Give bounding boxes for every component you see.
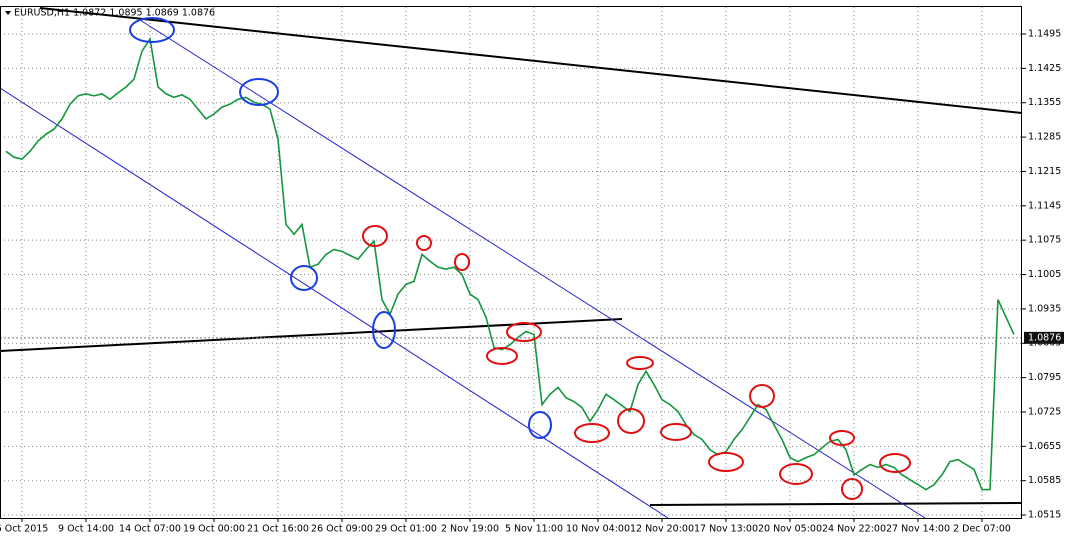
menu-arrow xyxy=(5,11,11,15)
trend-line xyxy=(649,502,1023,506)
y-tick-label: 1.1355 xyxy=(1028,97,1061,108)
ellipse xyxy=(879,453,911,473)
y-tick-label: 1.1425 xyxy=(1028,63,1061,74)
ellipse xyxy=(372,311,396,349)
x-tick-label: 10 Nov 04:00 xyxy=(566,524,630,535)
ellipse xyxy=(416,235,432,251)
x-tick-label: 20 Nov 05:00 xyxy=(758,524,822,535)
x-tick-label: 5 Nov 11:00 xyxy=(505,524,563,535)
y-tick-label: 1.0725 xyxy=(1028,406,1061,417)
ellipse xyxy=(506,322,542,342)
plot xyxy=(0,36,1022,491)
x-tick-label: 9 Oct 14:00 xyxy=(58,524,114,535)
y-tick-label: 1.0655 xyxy=(1028,441,1061,452)
x-tick-label: 14 Oct 07:00 xyxy=(119,524,181,535)
ellipse xyxy=(779,463,813,485)
y-tick-label: 1.1005 xyxy=(1028,269,1061,280)
x-tick-label: 27 Nov 14:00 xyxy=(886,524,950,535)
ellipse xyxy=(574,423,610,443)
current-price-label: 1.0876 xyxy=(1028,332,1061,343)
x-tick-label: 6 Oct 2015 xyxy=(0,524,48,535)
ellipse xyxy=(841,478,863,500)
price-line xyxy=(5,36,1015,491)
ellipses xyxy=(129,17,911,500)
trend-line xyxy=(39,7,1023,114)
ellipse xyxy=(617,408,645,434)
x-tick-label: 26 Oct 09:00 xyxy=(311,524,373,535)
ellipse xyxy=(362,225,388,247)
ellipse xyxy=(626,356,654,370)
y-tick-label: 1.0515 xyxy=(1028,510,1061,521)
y-tick-label: 1.0795 xyxy=(1028,372,1061,383)
y-tick-label: 1.0935 xyxy=(1028,303,1061,314)
ellipse xyxy=(129,17,175,43)
ellipse xyxy=(290,265,318,291)
y-tick-label: 1.1075 xyxy=(1028,235,1061,246)
ellipse xyxy=(749,384,775,408)
y-tick-label: 1.1285 xyxy=(1028,132,1061,143)
x-tick-label: 2 Nov 19:00 xyxy=(441,524,499,535)
x-tick-label: 12 Nov 20:00 xyxy=(630,524,694,535)
ellipse xyxy=(829,430,855,446)
axes: 1.1495 1.1425 1.1355 1.1285 1.1215 1.1145 1.10… xyxy=(0,28,1064,535)
plot-frame xyxy=(0,6,1022,519)
chart-title: EURUSD,H1 1.0872 1.0895 1.0869 1.0876 xyxy=(14,8,215,19)
x-tick-label: 17 Nov 13:00 xyxy=(694,524,758,535)
y-tick-label: 1.0585 xyxy=(1028,475,1061,486)
x-tick-label: 2 Dec 07:00 xyxy=(953,524,1011,535)
ellipse xyxy=(708,452,744,472)
ellipse xyxy=(486,347,518,365)
ellipse xyxy=(239,78,279,106)
ellipse xyxy=(454,253,470,271)
y-tick-label: 1.1145 xyxy=(1028,200,1061,211)
ellipse xyxy=(528,411,552,439)
current-price-box xyxy=(1024,331,1064,344)
annotations xyxy=(0,7,1023,519)
channel-line xyxy=(0,87,669,519)
y-tick-label: 1.1495 xyxy=(1028,28,1061,39)
y-tick-label: 1.1215 xyxy=(1028,166,1061,177)
ellipse xyxy=(660,423,692,441)
x-tick-label: 29 Oct 01:00 xyxy=(375,524,437,535)
x-tick-label: 24 Nov 22:00 xyxy=(822,524,886,535)
x-tick-label: 19 Oct 00:00 xyxy=(183,524,245,535)
x-tick-label: 21 Oct 16:00 xyxy=(247,524,309,535)
